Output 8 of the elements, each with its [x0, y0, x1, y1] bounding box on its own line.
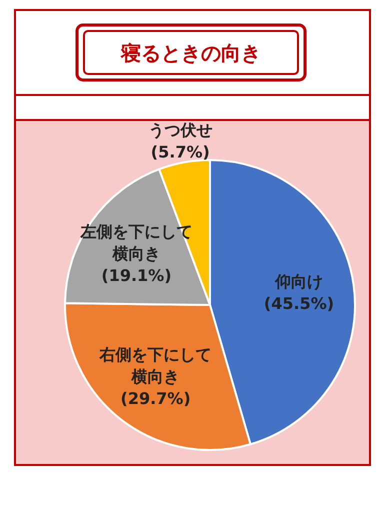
slice-label: うつ伏せ [148, 120, 212, 140]
slice-label: 仰向け [274, 272, 324, 291]
data-label: (19.1%) [101, 266, 172, 285]
slice-label: 右側を下にして横向き [98, 345, 212, 386]
chart-title: 寝るときの向き [120, 41, 261, 65]
data-label: (29.7%) [120, 389, 191, 408]
data-label: (5.7%) [150, 142, 210, 162]
data-label: (45.5%) [264, 294, 334, 313]
